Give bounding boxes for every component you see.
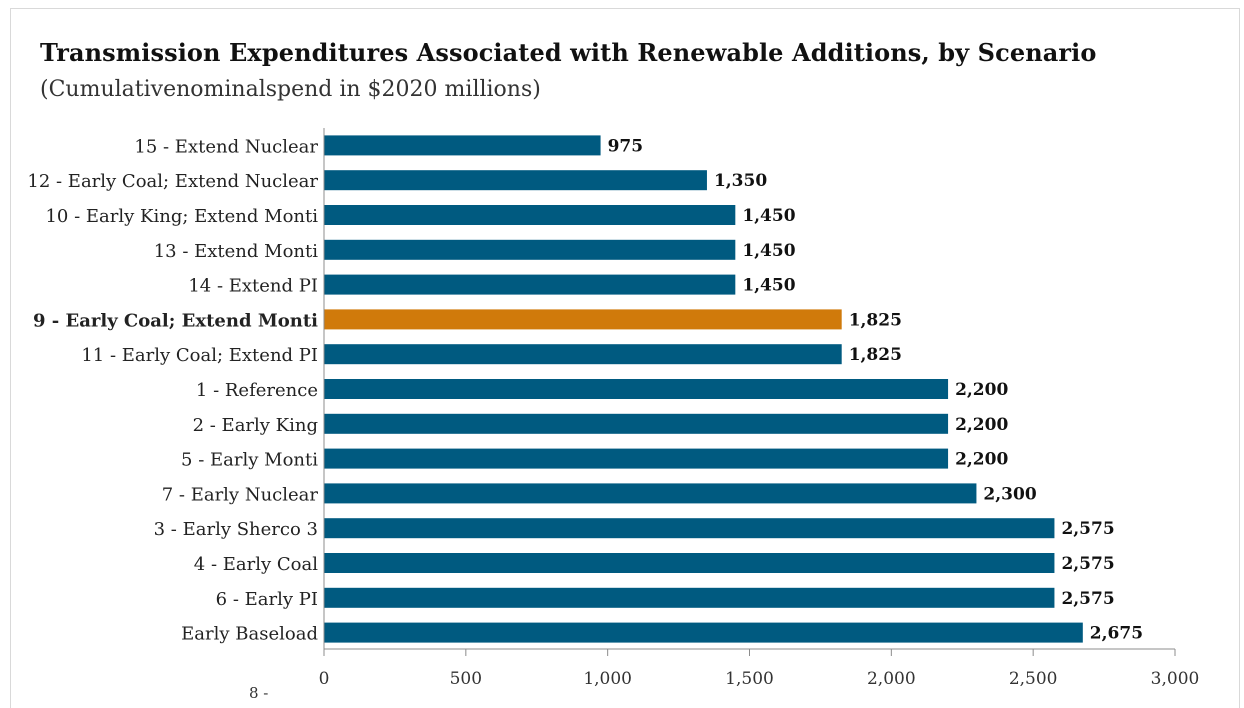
- category-label: 3 - Early Sherco 3: [154, 519, 318, 540]
- category-label: 15 - Extend Nuclear: [134, 136, 318, 157]
- category-label: 7 - Early Nuclear: [162, 484, 319, 505]
- category-label: 4 - Early Coal: [194, 554, 318, 575]
- x-tick-label: 2,500: [1009, 669, 1058, 689]
- data-label: 1,450: [742, 241, 795, 261]
- category-label: 14 - Extend PI: [188, 276, 318, 297]
- x-tick-label: 0: [319, 669, 330, 689]
- page-number: 8 -: [249, 684, 269, 702]
- x-tick-label: 1,000: [583, 669, 632, 689]
- x-tick-label: 1,500: [725, 669, 774, 689]
- x-tick-label: 2,000: [867, 669, 916, 689]
- category-label: 13 - Extend Monti: [154, 241, 319, 262]
- bar: [324, 274, 736, 295]
- bar: [324, 622, 1083, 643]
- chart-frame: [10, 8, 1240, 708]
- chart-title: Transmission Expenditures Associated wit…: [40, 38, 1097, 67]
- category-label: 5 - Early Monti: [181, 450, 318, 471]
- bar: [324, 379, 949, 399]
- bar: [324, 413, 949, 434]
- bar: [324, 483, 977, 504]
- data-label: 2,300: [983, 484, 1036, 504]
- bar: [324, 587, 1055, 608]
- category-label: 1 - Reference: [196, 380, 318, 401]
- bar: [324, 170, 707, 191]
- data-label: 1,450: [742, 206, 795, 226]
- bar: [324, 553, 1055, 573]
- data-label: 2,575: [1061, 589, 1114, 609]
- category-label: 2 - Early King: [193, 415, 318, 436]
- chart-subtitle: (Cumulativenominalspend in $2020 million…: [40, 77, 541, 102]
- highlighted-bar: [324, 309, 842, 330]
- data-label: 2,200: [955, 380, 1008, 400]
- bar: [324, 205, 736, 225]
- data-label: 2,575: [1061, 519, 1114, 539]
- bar: [324, 448, 949, 469]
- data-label: 975: [608, 136, 644, 156]
- category-label: 10 - Early King; Extend Monti: [45, 206, 318, 227]
- data-label: 2,200: [955, 415, 1008, 435]
- bar: [324, 518, 1055, 539]
- category-label: 11 - Early Coal; Extend PI: [81, 345, 318, 366]
- x-tick-label: 3,000: [1151, 669, 1200, 689]
- data-label: 1,450: [742, 276, 795, 296]
- data-label: 2,675: [1090, 624, 1143, 644]
- x-tick-label: 500: [450, 669, 482, 689]
- data-label: 1,825: [849, 345, 902, 365]
- bar: [324, 239, 736, 260]
- category-label: Early Baseload: [181, 624, 318, 645]
- category-label: 12 - Early Coal; Extend Nuclear: [27, 171, 318, 192]
- data-label: 1,825: [849, 310, 902, 330]
- data-label: 2,575: [1061, 554, 1114, 574]
- category-label: 9 - Early Coal; Extend Monti: [33, 310, 318, 331]
- bar: [324, 344, 842, 365]
- data-label: 1,350: [714, 171, 767, 191]
- bar: [324, 135, 601, 156]
- category-label: 6 - Early PI: [216, 589, 318, 610]
- data-label: 2,200: [955, 450, 1008, 470]
